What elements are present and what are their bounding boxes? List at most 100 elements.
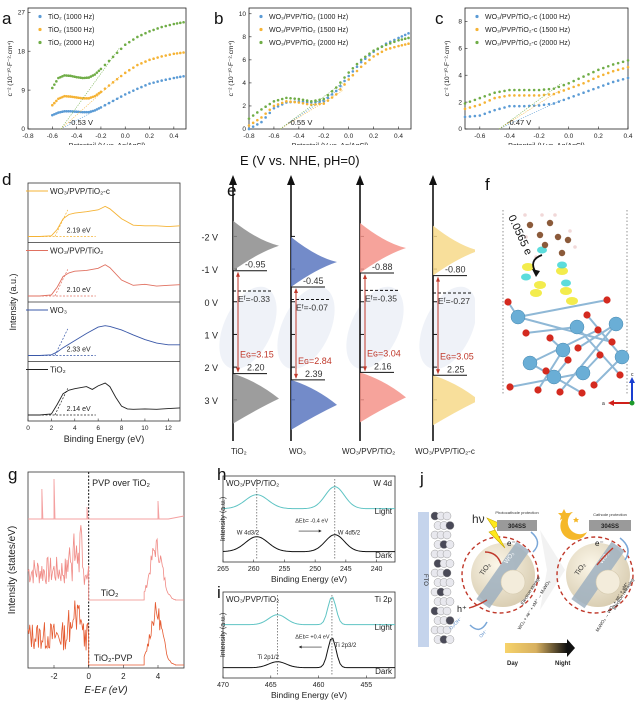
data-point [55,80,58,83]
material-label: TiO₂ [231,447,247,456]
data-point [268,102,272,106]
data-point [611,69,615,73]
x-tick-label: 4 [73,425,77,432]
data-point [144,60,147,63]
x-tick-label: 250 [309,566,321,573]
data-point [67,109,70,113]
data-point [289,100,292,104]
data-point [552,92,556,96]
vb-value: 2.25 [447,364,465,374]
data-point [587,79,590,83]
data-point [330,93,334,96]
data-point [351,67,355,70]
data-point [488,99,491,102]
axis-c-arrowhead [629,377,635,383]
data-point [468,115,472,118]
data-point [384,43,388,47]
x-axis-label: Binding Energy (eV) [271,690,347,700]
data-point [71,74,74,78]
data-point [160,55,163,58]
data-point [293,97,296,100]
ti-atom [614,349,630,365]
chart-h: WO₃/PVP/TiO₂ W 4d Light Dark ΔEb= -0.4 eV W 4… [217,475,396,584]
c-atom [564,236,572,244]
h-atom [568,229,572,233]
data-point [407,36,410,40]
data-point [397,38,400,42]
data-point [144,84,147,87]
data-point [156,27,159,30]
data-point [268,111,272,115]
x-tick-label: 0.0 [121,133,130,140]
material-label: WO₃ [289,447,306,456]
data-point [503,89,506,93]
data-point [522,104,526,108]
day-night-arrowhead [567,639,575,657]
xps-spectrum [222,486,395,510]
data-point [572,94,575,98]
data-point [626,65,630,69]
panel-label-e: e [227,181,236,200]
data-point [63,94,66,98]
data-point [355,69,359,73]
data-point [393,40,396,44]
data-point [83,76,87,80]
photocathode-label: Photocathode protection [495,510,538,515]
data-point [592,70,595,74]
vb-value: 2.20 [247,363,265,373]
light-label: Light [375,623,393,632]
axis-indicator: c a [602,372,635,407]
x-tick-label: 10 [141,425,149,432]
data-point [264,116,267,119]
bond [525,326,578,334]
bandgap-value: Eɢ=3.15 [240,350,274,360]
data-point [175,22,179,25]
y-tick-label: 2 [242,103,246,110]
data-point [597,75,600,78]
bandgap-value: Eɢ=3.04 [367,348,401,358]
o-atom [534,386,542,394]
electron-transfer-arrow-day [484,551,502,565]
fermi-level-value: Eᶠ=-0.35 [365,293,397,303]
x-tick-label: -0.4 [504,133,516,140]
particle-boundary-night [556,536,634,614]
electron-flow-arrow-day [530,531,539,553]
y-axis-label: Intensity (a.u.) [220,613,227,657]
x-tick-label: 260 [248,566,260,573]
h-atom [540,213,544,217]
shift-arrowhead [318,529,322,533]
sample-label: WO₃/PVP/TiO₂ [226,479,279,488]
nanoparticle [445,540,455,549]
nanoparticle [442,587,452,597]
charge-density-accumulation [566,297,578,305]
panel-g: g PVP over TiO₂ TiO₂ TiO₂-PVP -2 0 2 4 E-Eꜰ (eV… [7,465,185,696]
plot-frame [248,7,412,130]
data-point [148,58,151,62]
star-icon [558,509,570,520]
data-point [508,88,511,92]
bond [577,323,617,349]
x-tick-label: -0.2 [95,133,107,140]
tangent-line [54,388,69,416]
data-point [567,87,571,90]
legend-label: WO₃/PVP/TiO₂ (1000 Hz) [269,14,348,21]
sample-label: WO₃/PVP/TiO₂ [226,595,279,604]
x-tick-label: 0.0 [564,133,573,140]
data-point [69,109,72,113]
legend-label: WO₃ [50,306,67,315]
data-point [276,103,280,106]
data-point [468,100,472,103]
data-point [85,76,89,80]
data-point [372,49,375,52]
data-point [123,71,127,75]
data-point [69,95,72,98]
data-point [99,90,103,94]
energy-axis-arrowhead [356,175,364,185]
bandgap-value: Eɢ=3.05 [440,351,474,361]
intercept-annotation: -0.53 V [69,118,93,127]
data-point [172,22,176,26]
axis-a-arrowhead [608,400,614,406]
particle-boundary-day [461,536,539,614]
x-tick-label: -2 [50,672,58,681]
data-point [79,76,82,80]
